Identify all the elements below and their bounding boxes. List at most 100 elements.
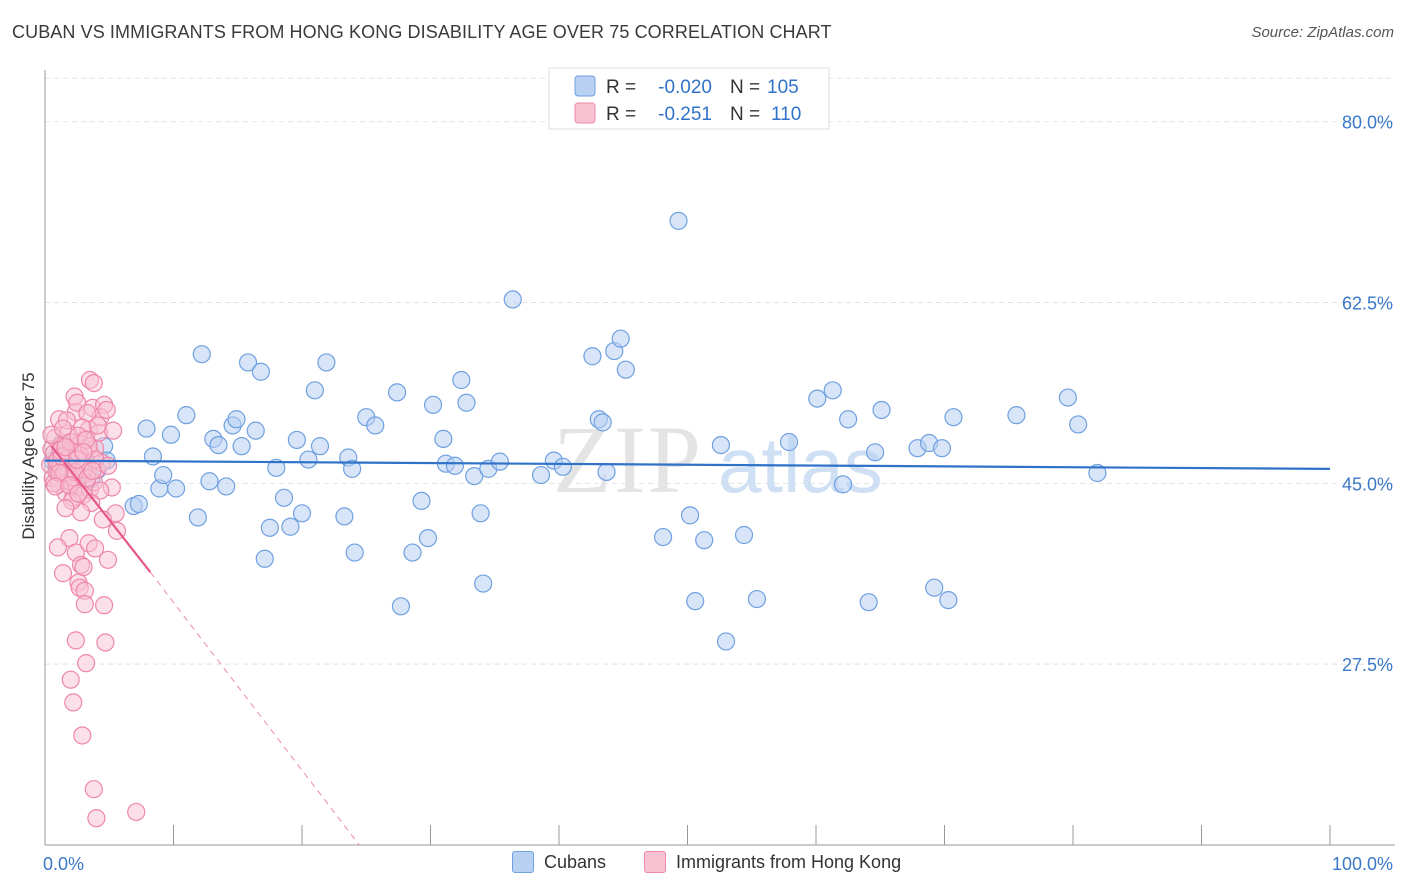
- point-hong-kong: [83, 461, 102, 481]
- point-cubans: [418, 528, 438, 548]
- point-hong-kong: [96, 633, 115, 652]
- point-cubans: [944, 408, 963, 427]
- point-cubans: [1058, 388, 1077, 407]
- y-tick-label: 27.5%: [1342, 655, 1393, 675]
- point-cubans: [260, 518, 279, 537]
- trend-line-hong-kong: [50, 445, 152, 573]
- point-cubans: [531, 465, 551, 485]
- point-cubans: [292, 504, 312, 523]
- point-cubans: [474, 574, 493, 593]
- point-cubans: [734, 525, 754, 545]
- point-hong-kong: [73, 726, 92, 745]
- point-cubans: [716, 632, 736, 651]
- legend-bottom: Cubans Immigrants from Hong Kong: [0, 851, 1406, 879]
- point-cubans: [747, 589, 766, 609]
- point-cubans: [1088, 463, 1107, 483]
- point-cubans: [345, 543, 364, 562]
- y-tick-label: 80.0%: [1342, 113, 1393, 133]
- legend-swatch-hong-kong: [574, 102, 596, 124]
- point-cubans: [317, 353, 336, 372]
- legend-label-cubans: Cubans: [544, 851, 607, 872]
- point-cubans: [779, 432, 799, 452]
- point-cubans: [872, 400, 891, 420]
- point-cubans: [457, 393, 476, 412]
- point-cubans: [939, 590, 958, 610]
- point-hong-kong: [98, 550, 118, 569]
- point-cubans: [503, 290, 522, 309]
- x-tick-label-min: 0.0%: [43, 854, 84, 874]
- legend-swatch-hong-kong-bottom: [644, 851, 666, 873]
- point-cubans: [808, 389, 827, 408]
- trend-line-hong-kong-extension: [149, 571, 360, 846]
- source-label: Source: ZipAtlas.com: [1251, 24, 1394, 41]
- point-cubans: [452, 370, 471, 390]
- point-cubans: [255, 549, 274, 568]
- point-cubans: [859, 593, 878, 612]
- point-cubans: [1007, 406, 1026, 425]
- point-hong-kong: [95, 596, 114, 615]
- point-cubans: [366, 416, 385, 435]
- point-cubans: [267, 458, 286, 477]
- tick-labels: 27.5% 45.0% 62.5% 80.0% 0.0% 100.0%: [43, 113, 1393, 874]
- y-tick-label: 45.0%: [1342, 474, 1393, 494]
- point-hong-kong: [66, 631, 85, 650]
- point-cubans: [465, 467, 484, 486]
- point-cubans: [597, 462, 616, 482]
- point-cubans: [711, 436, 731, 455]
- point-hong-kong: [77, 654, 96, 673]
- point-cubans: [669, 211, 688, 230]
- legend-swatch-cubans-bottom: [512, 851, 534, 873]
- point-cubans: [192, 345, 211, 364]
- point-cubans: [1069, 415, 1088, 434]
- legend-item-hong-kong: Immigrants from Hong Kong: [644, 851, 901, 873]
- point-hong-kong: [84, 780, 103, 799]
- point-cubans: [686, 592, 705, 611]
- point-cubans: [583, 347, 602, 366]
- point-hong-kong: [75, 595, 94, 614]
- point-cubans: [217, 477, 236, 496]
- legend-item-cubans: Cubans: [512, 851, 606, 873]
- point-cubans: [177, 406, 196, 425]
- point-cubans: [471, 504, 490, 523]
- point-cubans: [137, 419, 156, 438]
- point-cubans: [188, 508, 208, 527]
- point-hong-kong: [56, 499, 75, 518]
- point-cubans: [445, 456, 465, 475]
- series-cubans: [43, 211, 1107, 651]
- point-cubans: [932, 439, 952, 458]
- point-cubans: [412, 491, 431, 510]
- point-cubans: [680, 506, 700, 525]
- legend-label-hong-kong: Immigrants from Hong Kong: [676, 851, 902, 872]
- point-hong-kong: [53, 419, 73, 438]
- point-hong-kong: [74, 557, 93, 577]
- point-cubans: [200, 472, 219, 491]
- point-cubans: [391, 597, 411, 616]
- legend-swatch-cubans: [574, 75, 596, 97]
- point-cubans: [251, 362, 270, 381]
- point-hong-kong: [87, 809, 106, 828]
- point-hong-kong: [104, 421, 123, 440]
- point-hong-kong: [127, 802, 146, 822]
- point-cubans: [434, 429, 453, 448]
- point-cubans: [387, 383, 407, 402]
- point-cubans: [274, 488, 294, 507]
- legend-r-label-cubans: R =: [606, 77, 636, 98]
- series-hong-kong: [41, 370, 146, 828]
- y-tick-label: 62.5%: [1342, 294, 1393, 314]
- point-cubans: [553, 457, 572, 476]
- point-cubans: [154, 465, 173, 485]
- point-hong-kong: [69, 484, 88, 503]
- legend-n-value-cubans: 105: [767, 77, 799, 98]
- legend-n-value-hong-kong: 110: [771, 104, 801, 125]
- point-cubans: [335, 507, 354, 526]
- point-cubans: [653, 527, 673, 547]
- point-hong-kong: [48, 538, 67, 557]
- point-cubans: [246, 421, 265, 440]
- point-hong-kong: [53, 564, 73, 583]
- point-cubans: [490, 452, 509, 471]
- legend-n-label-cubans: N =: [730, 77, 760, 98]
- point-cubans: [925, 578, 944, 597]
- legend-n-label-hong-kong: N =: [730, 104, 760, 125]
- point-cubans: [166, 479, 186, 498]
